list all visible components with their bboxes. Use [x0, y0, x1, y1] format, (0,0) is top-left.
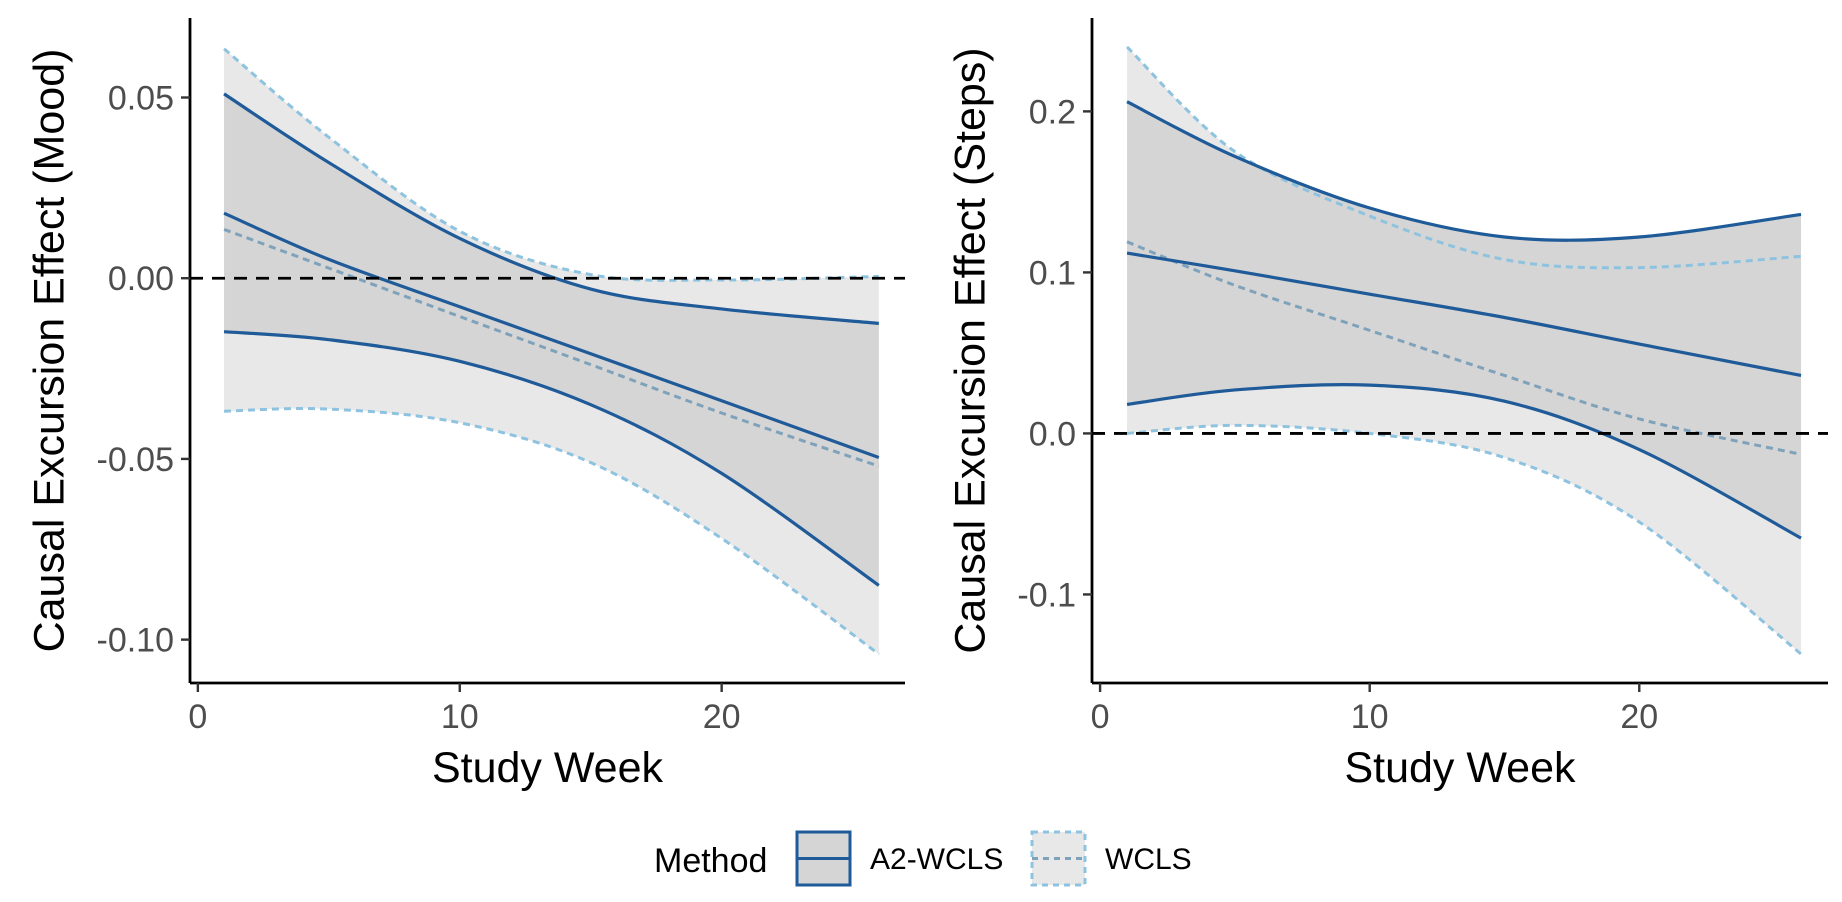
x-axis-title: Study Week [432, 744, 664, 792]
x-tick-label: 20 [1620, 698, 1658, 736]
x-tick-label: 20 [703, 698, 741, 736]
x-tick-label: 10 [1351, 698, 1389, 736]
panel-mood: 0.05 0.00 -0.05 -0.10 0 10 20 Study Week Causa… [25, 18, 905, 792]
a2-wcls-upper-line [223, 92, 879, 325]
y-tick-label: 0.05 [108, 80, 174, 118]
wcls-lower-line [224, 407, 880, 656]
legend-label-a2-wcls: A2-WCLS [870, 843, 1003, 876]
y-tick-label: -0.1 [1017, 576, 1076, 614]
y-axis-title: Causal Excursion Effect (Mood) [25, 49, 73, 653]
y-tick-label: 0.1 [1029, 254, 1076, 292]
a2-wcls-lower-line [223, 330, 880, 587]
a2-wcls-estimate-line [223, 211, 880, 459]
x-tick-label: 0 [1091, 698, 1110, 736]
wcls-upper-line [1126, 45, 1802, 270]
x-tick-label: 0 [188, 698, 207, 736]
wcls-lower-line [1126, 423, 1802, 656]
wcls-estimate-line [1126, 240, 1802, 456]
legend-label-wcls: WCLS [1105, 843, 1192, 876]
y-tick-label: 0.00 [108, 260, 174, 298]
legend-key-wcls [1030, 830, 1087, 887]
y-axis-title: Causal Excursion Effect (Steps) [946, 47, 994, 653]
x-axis-title: Study Week [1344, 744, 1576, 792]
y-tick-label: 0.2 [1029, 93, 1076, 131]
x-tick-label: 10 [441, 698, 479, 736]
a2-wcls-upper-line [1126, 100, 1802, 242]
y-tick-label: -0.05 [97, 441, 175, 479]
a2-wcls-estimate-line [1126, 251, 1802, 378]
y-tick-label: -0.10 [97, 622, 175, 660]
ribbon-a2-wcls [1127, 101, 1802, 539]
panel-steps: 0.2 0.1 0.0 -0.1 0 10 20 Study Week Causal Exc… [946, 18, 1828, 792]
legend-title: Method [654, 842, 767, 880]
y-tick-label: 0.0 [1029, 415, 1076, 453]
a2-wcls-lower-line [1126, 383, 1802, 540]
legend: Method A2-WCLS WCLS [654, 830, 1192, 887]
wcls-upper-line [223, 47, 879, 282]
legend-key-a2-wcls [795, 830, 852, 887]
